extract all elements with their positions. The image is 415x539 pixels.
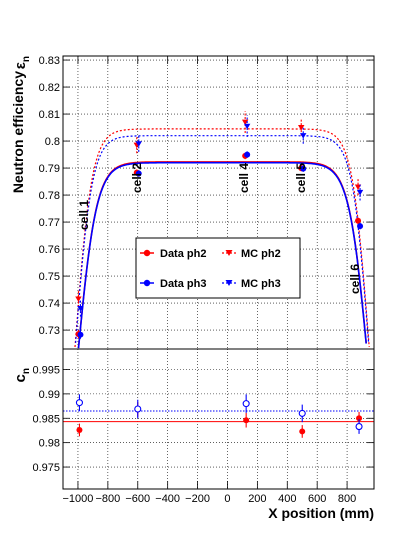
- point-mc-ph3-2: [243, 123, 251, 130]
- top-y-tick-label-5: 0.78: [39, 190, 60, 202]
- x-tick-label-3: −400: [155, 493, 180, 505]
- fit-curve-mc-ph3: [75, 135, 370, 343]
- annotation-cell-1: cell 1: [77, 200, 91, 230]
- point-ph2-2: [243, 417, 250, 424]
- annotation-cell-6: cell 6: [348, 264, 362, 294]
- top-y-tick-label-3: 0.76: [39, 244, 60, 256]
- x-tick-label-8: 600: [308, 493, 326, 505]
- point-data-ph3-3: [300, 165, 307, 172]
- top-y-tick-label-10: 0.83: [39, 55, 60, 67]
- point-ph2-3: [299, 428, 306, 435]
- legend-entry-mc-ph2: MC ph2: [222, 248, 281, 260]
- fit-curve-mc-ph2: [74, 128, 370, 348]
- epsilon-subscript: n: [21, 56, 32, 62]
- top-y-tick-label-7: 0.8: [45, 136, 60, 148]
- x-tick-label-7: 400: [278, 493, 296, 505]
- bottom-y-tick-label-1: 0.98: [39, 438, 60, 450]
- bottom-data-points: [75, 394, 363, 438]
- x-axis: −1000 −800 −600 −400 −200 0 200 400 600 800: [62, 56, 356, 505]
- top-y-tick-label-8: 0.81: [39, 109, 60, 121]
- top-y-axis-symbol: εn: [12, 56, 32, 69]
- x-axis-label: X position (mm): [268, 505, 374, 521]
- legend-entry-data-ph3: Data ph3: [140, 278, 206, 290]
- x-tick-label-6: 200: [248, 493, 266, 505]
- x-tick-label-2: −600: [125, 493, 150, 505]
- cell-annotations: cell 1 cell 2 cell 4 cell 5 cell 6: [77, 163, 362, 294]
- point-ph3-1: [134, 405, 142, 413]
- annotation-cell-5: cell 5: [294, 163, 308, 193]
- legend-label-data-ph3: Data ph3: [160, 278, 206, 290]
- x-tick-label-4: −200: [185, 493, 210, 505]
- bottom-y-axis-symbol: cn: [12, 368, 32, 382]
- legend-label-mc-ph3: MC ph3: [241, 278, 281, 290]
- point-mc-ph3-4: [356, 189, 364, 196]
- top-y-tick-label-0: 0.73: [39, 325, 60, 337]
- top-y-tick-label-9: 0.82: [39, 82, 60, 94]
- point-data-ph3-1: [135, 170, 142, 177]
- legend-label-data-ph2: Data ph2: [160, 248, 206, 260]
- point-mc-ph3-3: [300, 133, 307, 139]
- x-tick-label-9: 800: [338, 493, 356, 505]
- bottom-plot-frame: [62, 348, 375, 490]
- legend-box: [135, 237, 301, 299]
- epsilon-symbol: ε: [12, 62, 29, 69]
- point-ph3-0: [75, 399, 83, 407]
- legend: Data ph2 MC ph2 Data ph3 MC ph3: [135, 237, 301, 299]
- annotation-cell-4: cell 4: [237, 163, 251, 193]
- bottom-y-tick-label-3: 0.99: [39, 389, 60, 401]
- point-mc-ph2-3: [298, 125, 305, 131]
- point-data-ph3-2: [244, 151, 251, 158]
- point-ph3-4: [355, 423, 363, 431]
- legend-entry-data-ph2: Data ph2: [140, 248, 206, 260]
- top-y-axis: 0.73 0.74 0.75 0.76 0.77 0.78 0.79 0.8 0.81 0.82 0…: [39, 55, 374, 337]
- fit-curve-data-ph3: [77, 161, 367, 349]
- annotation-cell-2: cell 2: [130, 163, 144, 193]
- top-panel: 0.73 0.74 0.75 0.76 0.77 0.78 0.79 0.8 0.81 0.82 0…: [10, 55, 375, 350]
- top-data-points: [75, 111, 364, 339]
- point-mc-ph3-0: [77, 305, 84, 312]
- bottom-y-tick-label-2: 0.985: [32, 413, 60, 425]
- bottom-y-tick-label-4: 0.995: [32, 364, 60, 376]
- c-symbol: c: [12, 374, 29, 382]
- bottom-y-axis: 0.975 0.98 0.985 0.99 0.995: [32, 364, 374, 474]
- point-data-ph3-0: [77, 331, 84, 338]
- x-tick-label-5: 0: [224, 493, 230, 505]
- point-mc-ph3-1: [135, 141, 142, 147]
- point-ph3-3: [298, 409, 306, 417]
- x-tick-label-0: −1000: [62, 493, 93, 505]
- bottom-grid: [63, 349, 374, 489]
- legend-entry-mc-ph3: MC ph3: [222, 278, 281, 290]
- point-ph2-4: [356, 415, 363, 422]
- top-y-tick-label-4: 0.77: [39, 217, 60, 229]
- point-data-ph3-4: [357, 223, 364, 230]
- bottom-y-tick-label-0: 0.975: [32, 462, 60, 474]
- bottom-panel: 0.975 0.98 0.985 0.99 0.995 −1000 −800 −600 −40…: [12, 56, 375, 521]
- point-ph2-0: [76, 426, 83, 433]
- point-mc-ph2-0: [75, 296, 82, 303]
- point-ph3-2: [242, 400, 250, 408]
- top-y-tick-label-6: 0.79: [39, 163, 60, 175]
- c-subscript: n: [21, 368, 32, 374]
- top-y-tick-label-2: 0.75: [39, 271, 60, 283]
- top-y-tick-label-1: 0.74: [39, 298, 60, 310]
- top-y-axis-label: Neutron efficiency: [10, 71, 26, 193]
- point-data-ph2-4: [355, 217, 362, 224]
- top-fit-curves: [74, 128, 370, 349]
- x-tick-label-1: −800: [95, 493, 120, 505]
- legend-label-mc-ph2: MC ph2: [241, 248, 281, 260]
- bottom-fit-lines: [63, 410, 374, 423]
